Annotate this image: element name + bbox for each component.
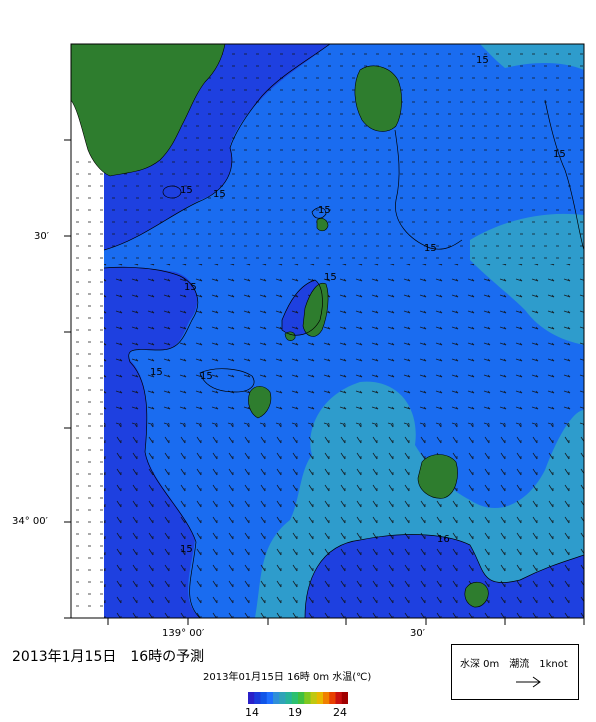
colorbar-swatch: [279, 692, 286, 704]
current-vectors-south: [104, 424, 584, 618]
colorbar-tick: 24: [333, 706, 347, 719]
contour-label: 15: [553, 149, 566, 160]
contour-label: 15: [150, 367, 163, 378]
contour-label: 15: [476, 55, 489, 66]
contour-label: 15: [180, 544, 193, 555]
colorbar-swatch: [329, 692, 336, 704]
colorbar-tick: 14: [245, 706, 259, 719]
lon-label: 139° 00′: [162, 628, 205, 639]
colorbar-swatch: [316, 692, 324, 704]
land-niijima: [302, 282, 329, 337]
colorbar-swatch: [291, 692, 299, 704]
contour-label: 15: [200, 371, 213, 382]
colorbar-swatch: [266, 692, 274, 704]
lat-label: 34° 00′: [12, 516, 48, 527]
contour-label: 15: [184, 282, 197, 293]
land-shikinejima: [284, 331, 296, 341]
colorbar-swatch: [273, 692, 280, 704]
land-oshima: [354, 65, 402, 132]
colorbar-swatch: [310, 692, 318, 704]
lat-label: 30′: [34, 231, 49, 242]
contour-label: 15: [180, 185, 193, 196]
land-kozushima: [248, 386, 272, 419]
colorbar-swatch: [285, 692, 293, 704]
isotherm-lines: [103, 44, 584, 618]
contour-label: 15: [424, 243, 437, 254]
colorbar-swatch: [298, 692, 305, 704]
colorbar-swatch: [260, 692, 268, 704]
forecast-title: 2013年1月15日 16時の予測: [12, 649, 205, 665]
land-toshima: [316, 218, 329, 232]
contour-label: 15: [213, 189, 226, 200]
contour-label: 15: [324, 272, 337, 283]
colorbar-swatch: [341, 692, 348, 704]
contour-label: 15: [318, 205, 331, 216]
current-legend: 水深 0m 潮流 1knot: [451, 644, 579, 700]
current-vectors-central: [104, 264, 584, 424]
colorbar-swatch: [335, 692, 343, 704]
colorbar-swatch: [323, 692, 330, 704]
contour-label: 16: [437, 534, 450, 545]
temperature-colorbar: [248, 692, 348, 704]
axis-ticks: [64, 139, 585, 625]
colorbar-title: 2013年01月15日 16時 0m 水温(℃): [203, 672, 372, 683]
lon-label: 30′: [410, 628, 425, 639]
colorbar-tick: 19: [288, 706, 302, 719]
colorbar-swatch: [304, 692, 311, 704]
land-mikurajima: [464, 581, 489, 608]
right-arrow-icon: [516, 676, 541, 688]
colorbar-swatch: [254, 692, 261, 704]
current-legend-label: 水深 0m 潮流 1knot: [460, 659, 568, 670]
land-izu-peninsula: [71, 44, 226, 177]
land-miyakejima: [417, 454, 458, 499]
map-plot-area: [71, 44, 584, 618]
colorbar-swatch: [248, 692, 255, 704]
map-border: [70, 43, 585, 619]
current-vectors-west: [71, 160, 104, 618]
ocean-map: [64, 43, 585, 625]
